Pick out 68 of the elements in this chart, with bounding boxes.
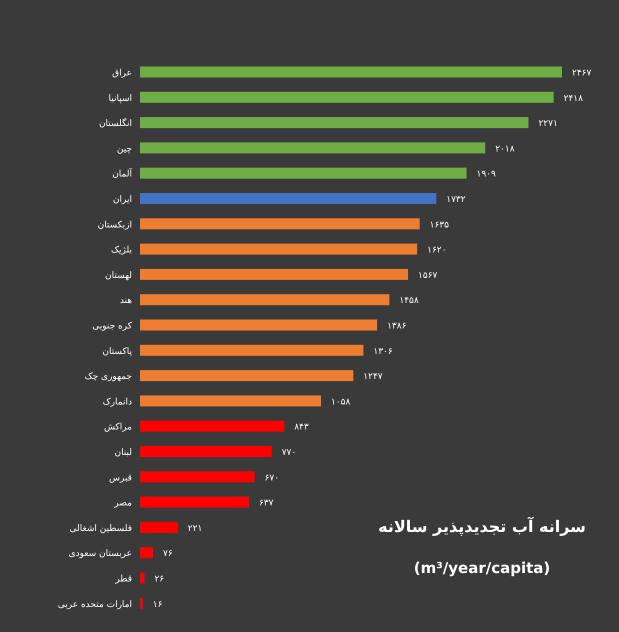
bar xyxy=(140,92,554,103)
bar xyxy=(140,294,390,306)
bar xyxy=(140,446,272,457)
y-tick-label: کره جنوبی xyxy=(92,322,133,332)
data-label: ۲۴۱۸ xyxy=(564,94,584,104)
bar xyxy=(140,395,321,406)
data-label: ۱۷۳۲ xyxy=(446,195,466,205)
data-label: ۷۷۰ xyxy=(282,448,296,458)
y-tick-label: آلمان xyxy=(112,168,132,180)
y-tick-label: عراق xyxy=(112,68,132,78)
y-tick-label: هند xyxy=(120,296,132,306)
data-label: ۸۴۳ xyxy=(294,422,309,433)
text: (m³/year/capita) xyxy=(414,559,550,577)
y-tick-label: ایران xyxy=(112,195,132,205)
bar xyxy=(140,168,467,179)
data-label: ۲۰۱۸ xyxy=(495,144,515,154)
y-tick-label: قبرس xyxy=(109,473,132,484)
y-tick-label: ازبکستان xyxy=(98,220,132,230)
bar xyxy=(140,496,249,508)
bar xyxy=(140,244,418,255)
y-tick-label: مصر xyxy=(113,498,132,509)
data-label: ۱۳۸۶ xyxy=(387,322,407,332)
bar xyxy=(140,218,420,230)
data-label: ۲۴۶۷ xyxy=(572,68,592,78)
y-tick-label: امارات متحده عربی xyxy=(58,600,132,610)
y-tick-label: قطر xyxy=(114,574,132,584)
data-label: ۱۶ xyxy=(152,600,163,610)
bar xyxy=(140,547,153,558)
data-label: ۲۲۱ xyxy=(188,524,202,534)
data-label: ۶۷۰ xyxy=(264,473,280,484)
data-label: ۶۳۷ xyxy=(258,498,274,509)
y-tick-label: لهستان xyxy=(105,270,132,281)
data-label: ۲۶ xyxy=(154,574,164,584)
y-tick-label: عربستان سعودی xyxy=(68,549,132,560)
bar xyxy=(140,66,562,78)
data-label: ۱۲۴۷ xyxy=(363,372,383,382)
y-tick-label: پاکستان xyxy=(102,346,132,357)
data-label: ۱۶۳۵ xyxy=(430,220,450,230)
data-label: ۱۴۵۸ xyxy=(399,296,419,306)
data-label: ۱۹۰۹ xyxy=(476,170,496,180)
bar xyxy=(140,320,378,330)
bar xyxy=(140,193,436,204)
y-tick-label: فلسطین اشغالی xyxy=(70,524,132,534)
y-tick-label: انگلستان xyxy=(98,117,132,130)
bar xyxy=(140,117,528,128)
text: سرانه آب تجدیدپذیر سالانه xyxy=(378,516,586,536)
bar xyxy=(140,471,255,482)
data-label: ۱۵۶۷ xyxy=(418,270,438,281)
data-label: ۱۳۰۶ xyxy=(373,346,393,357)
bar xyxy=(140,268,408,280)
y-tick-label: اسپانیا xyxy=(108,94,132,104)
y-tick-label: لبنان xyxy=(114,448,132,458)
y-tick-label: مراکش xyxy=(104,422,132,433)
bar xyxy=(140,598,143,609)
data-label: ۷۶ xyxy=(163,549,173,560)
bar xyxy=(140,370,354,382)
bar xyxy=(140,420,284,432)
bar xyxy=(140,142,486,154)
data-label: ۱۶۲۰ xyxy=(427,246,446,256)
y-tick-label: بلژیک xyxy=(110,246,132,256)
bar xyxy=(140,522,178,533)
y-tick-label: چین xyxy=(116,144,132,154)
bar xyxy=(140,344,364,356)
bar xyxy=(140,572,144,584)
data-label: ۱۰۵۸ xyxy=(330,397,350,408)
y-tick-label: جمهوری چک xyxy=(84,372,132,382)
y-tick-label: دانمارک xyxy=(102,397,132,408)
data-label: ۲۲۷۱ xyxy=(538,119,558,130)
